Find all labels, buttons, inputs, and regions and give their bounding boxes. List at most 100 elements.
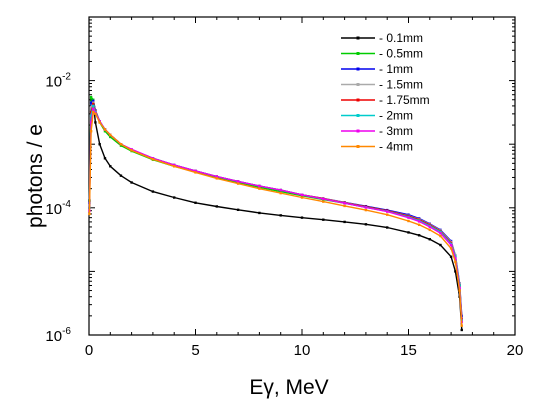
data-point [322, 218, 325, 221]
data-point [454, 270, 457, 273]
data-point [109, 135, 112, 139]
legend-item: - 2mm [341, 109, 413, 123]
data-point [300, 216, 304, 219]
data-point [343, 204, 346, 208]
data-point [343, 220, 346, 224]
data-point [407, 219, 410, 223]
legend-item: - 0.1mm [341, 31, 423, 45]
data-point [407, 216, 410, 219]
data-point [89, 130, 93, 133]
data-point [173, 163, 176, 167]
data-point [109, 133, 112, 137]
data-point [439, 243, 442, 247]
legend-item: - 1mm [341, 62, 413, 76]
data-point [300, 193, 304, 197]
legend-label: - 0.5mm [379, 47, 423, 61]
data-point [439, 231, 442, 235]
data-point [119, 143, 123, 146]
data-point [236, 208, 240, 212]
data-point [407, 231, 410, 234]
legend-marker [356, 98, 360, 102]
x-tick-label: 5 [191, 342, 199, 359]
data-point [89, 106, 93, 109]
y-tick-label: 10-4 [45, 199, 71, 218]
plot-frame [88, 16, 516, 336]
legend-label: - 1mm [379, 62, 413, 76]
data-point [449, 255, 453, 258]
data-point [194, 201, 197, 204]
data-point [454, 260, 457, 264]
data-point [417, 220, 421, 223]
data-point [300, 196, 304, 199]
data-point [151, 190, 155, 193]
data-point [94, 112, 97, 116]
data-point [194, 171, 197, 174]
data-point [88, 212, 91, 216]
legend-label: - 3mm [379, 124, 413, 138]
data-point [460, 324, 463, 327]
data-point [119, 174, 123, 177]
legend-item: - 1.5mm [341, 78, 423, 92]
data-point [173, 165, 176, 168]
data-point [279, 190, 282, 193]
data-point [428, 238, 431, 241]
data-point [130, 149, 133, 152]
legend-marker [356, 145, 360, 148]
legend-label: - 2mm [379, 109, 413, 123]
data-point [279, 188, 282, 192]
data-point [428, 228, 431, 232]
data-point [258, 187, 261, 190]
legend-marker [356, 129, 360, 133]
legend-marker [356, 114, 360, 117]
data-point [92, 101, 95, 104]
legend-item: - 0.5mm [341, 47, 423, 61]
y-axis-title: photons / e [24, 124, 47, 228]
data-point [236, 182, 240, 185]
data-point [92, 102, 95, 106]
data-point [343, 202, 346, 205]
data-point [92, 107, 95, 111]
data-point [279, 191, 282, 195]
data-point [449, 247, 453, 250]
legend-marker [356, 83, 360, 86]
data-point [119, 144, 123, 147]
data-point [103, 128, 107, 131]
legend-marker [356, 67, 360, 71]
data-point [103, 130, 107, 133]
data-point [454, 257, 457, 260]
legend-item: - 1.75mm [341, 93, 430, 107]
data-point [439, 234, 442, 238]
data-point [386, 226, 389, 229]
data-point [322, 197, 325, 201]
legend: - 0.1mm - 0.5mm- 1mm - 1.5mm- 1.75mm - 2mm-… [341, 31, 430, 154]
data-point [94, 121, 97, 124]
data-point [258, 186, 261, 189]
data-point [258, 184, 261, 188]
data-point [364, 206, 368, 209]
data-point [322, 200, 325, 203]
x-tick-label: 0 [85, 342, 93, 359]
data-point [103, 157, 107, 160]
x-tick-label: 20 [507, 342, 524, 359]
data-point [417, 234, 421, 237]
data-point [279, 214, 282, 217]
data-point [98, 121, 101, 124]
data-point [215, 175, 218, 178]
data-point [428, 225, 431, 229]
data-point [215, 177, 218, 180]
series-8 [88, 110, 463, 327]
legend-label: - 0.1mm [379, 31, 423, 45]
x-axis-title: Eγ, MeV [249, 376, 328, 399]
data-point [194, 169, 197, 173]
legend-item: - 3mm [341, 124, 413, 138]
data-series [88, 95, 463, 332]
data-point [89, 101, 93, 104]
axis-ticks [88, 16, 516, 336]
x-tick-label: 10 [294, 342, 311, 359]
data-point [386, 210, 389, 213]
data-point [92, 99, 95, 103]
data-point [439, 230, 442, 233]
data-point [89, 110, 93, 114]
data-point [386, 213, 389, 216]
